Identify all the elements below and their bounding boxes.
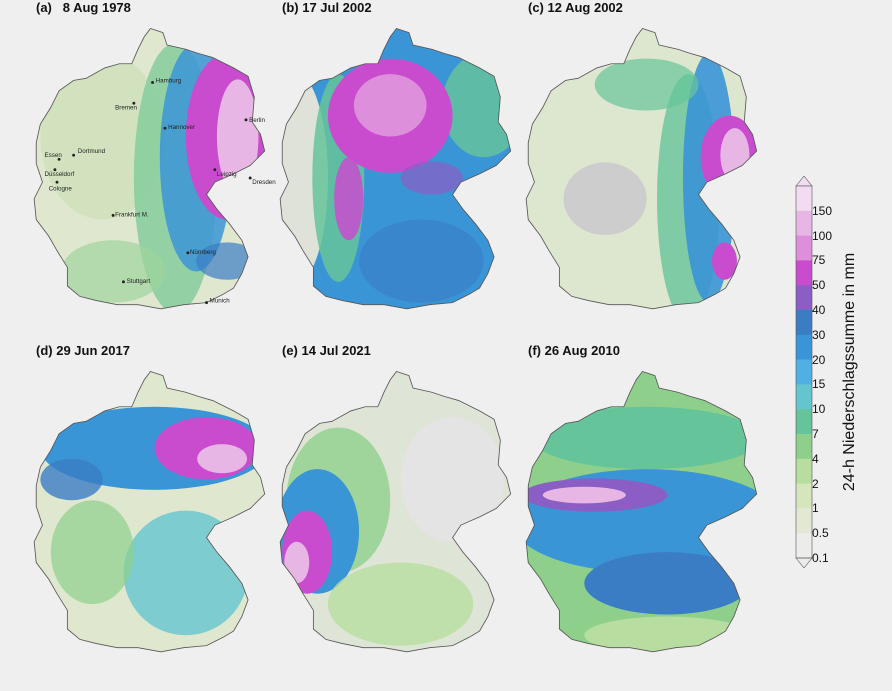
- colorbar-tick-label: 0.1: [812, 551, 829, 565]
- panel-d: (d) 29 Jun 2017: [30, 343, 300, 673]
- city-label: Cologne: [49, 185, 73, 192]
- colorbar-segment: [796, 260, 812, 286]
- colorbar-segment: [796, 359, 812, 385]
- city-label: Munich: [210, 298, 231, 305]
- city-label: Frankfurt M.: [115, 211, 149, 218]
- colorbar-bottom-arrow: [795, 557, 813, 568]
- colorbar-tick-label: 20: [812, 352, 826, 367]
- panel-f: (f) 26 Aug 2010: [522, 343, 792, 673]
- city-label: Bremen: [115, 104, 137, 111]
- panel-title: (d) 29 Jun 2017: [36, 343, 130, 358]
- colorbar-tick-label: 4: [812, 451, 819, 466]
- precip-map: [279, 27, 512, 310]
- city-label: Leipzig: [217, 171, 237, 178]
- colorbar-segment: [796, 508, 812, 534]
- panel-c: (c) 12 Aug 2002: [522, 0, 792, 330]
- city-label: Hannover: [168, 124, 195, 131]
- city-label: Nürnberg: [190, 249, 216, 256]
- city-label: Berlin: [249, 117, 265, 124]
- colorbar-tick-label: 40: [812, 303, 826, 317]
- panel-title: (c) 12 Aug 2002: [528, 0, 623, 15]
- city-markers: Hamburg Bremen Hannover Berlin Leipzig D…: [45, 77, 277, 304]
- city-label: Dresden: [252, 179, 276, 186]
- colorbar: [795, 176, 813, 568]
- colorbar-tick-label: 2: [812, 476, 819, 491]
- precip-map: [33, 370, 266, 653]
- precip-map: [525, 27, 758, 310]
- colorbar-segment: [796, 483, 812, 509]
- colorbar-label: 24-h Niederschlagssumme in mm: [841, 252, 858, 492]
- colorbar-tick-label: 15: [812, 377, 826, 392]
- colorbar-top-arrow: [795, 176, 813, 187]
- colorbar-tick-label: 50: [812, 278, 826, 293]
- colorbar-segment: [796, 384, 812, 410]
- colorbar-tick-label: 150: [812, 203, 833, 218]
- city-label: Essen: [45, 152, 63, 159]
- colorbar-segment: [796, 434, 812, 460]
- colorbar-segment: [796, 458, 812, 484]
- city-label: Stuttgart: [127, 278, 151, 285]
- colorbar-segment: [796, 235, 812, 261]
- colorbar-segment: [796, 533, 812, 559]
- city-label: Düsseldorf: [45, 171, 75, 178]
- panel-title: (f) 26 Aug 2010: [528, 343, 620, 358]
- colorbar-tick-label: 100: [812, 228, 833, 243]
- colorbar-tick-label: 7: [812, 427, 819, 441]
- colorbar-tick-label: 10: [812, 402, 826, 417]
- precip-map: Hamburg Bremen Hannover Berlin Leipzig D…: [33, 27, 277, 310]
- colorbar-tick-label: 1: [812, 501, 819, 516]
- colorbar-segment: [796, 210, 812, 236]
- colorbar-segment: [796, 285, 812, 311]
- colorbar-segment: [796, 310, 812, 336]
- panel-a: (a) 8 Aug 1978 Hamburg Bremen Hannover B…: [30, 0, 300, 330]
- panel-e: (e) 14 Jul 2021: [276, 343, 546, 673]
- colorbar-segment: [796, 409, 812, 435]
- panel-title: (b) 17 Jul 2002: [282, 0, 372, 15]
- panel-title: (e) 14 Jul 2021: [282, 343, 371, 358]
- precip-map: [279, 370, 512, 653]
- colorbar-tick-label: 75: [812, 253, 826, 268]
- colorbar-segment: [796, 334, 812, 360]
- colorbar-tick-label: 0.5: [812, 526, 829, 541]
- colorbar-segment: [796, 186, 812, 212]
- colorbar-outline: [795, 185, 813, 559]
- city-label: Dortmund: [78, 148, 106, 155]
- colorbar-tick-label: 30: [812, 327, 826, 342]
- panel-title: (a) 8 Aug 1978: [36, 0, 131, 15]
- colorbar-segments: [795, 176, 813, 568]
- city-label: Hamburg: [156, 77, 182, 84]
- panel-b: (b) 17 Jul 2002: [276, 0, 546, 330]
- precip-map: [525, 370, 758, 653]
